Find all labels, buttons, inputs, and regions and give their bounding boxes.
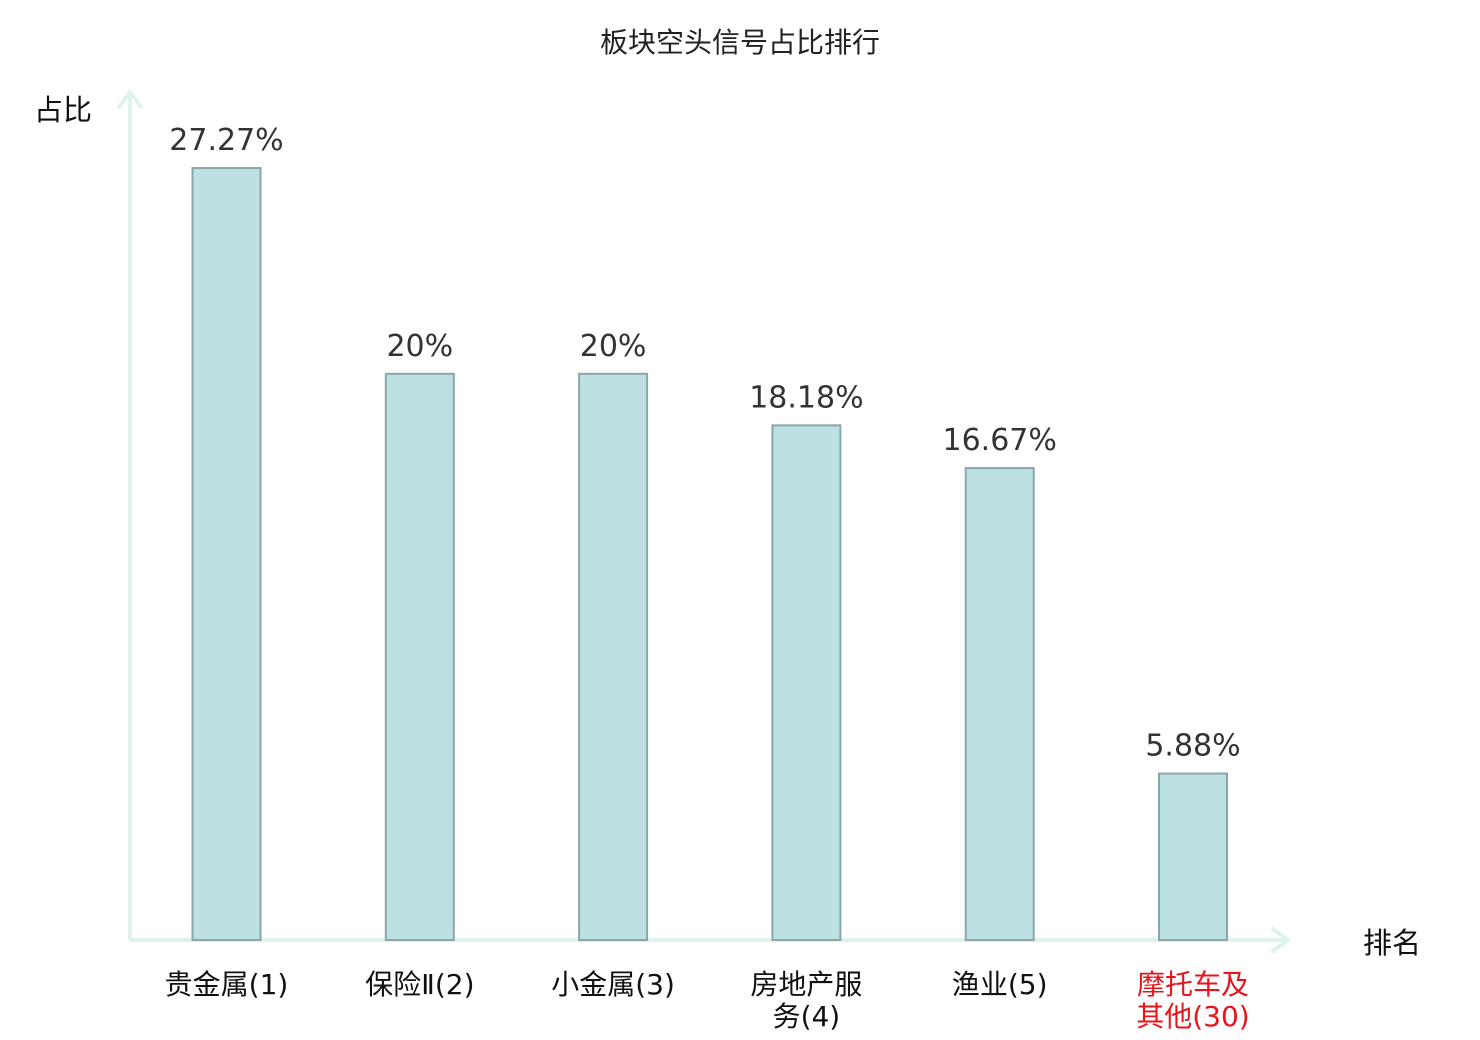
category-tick-label: 渔业(5) (952, 968, 1048, 1001)
bar (771, 424, 842, 942)
y-axis-label: 占比 (34, 93, 92, 127)
category-tick-label: 小金属(3) (551, 968, 675, 1001)
category-tick-label: 其他(30) (1136, 1000, 1249, 1033)
chart-title: 板块空头信号占比排行 (600, 26, 880, 59)
bar-value-label: 16.67% (943, 423, 1057, 458)
category-tick-label: 贵金属(1) (165, 968, 289, 1001)
x-axis-arrowhead (1271, 927, 1292, 953)
bar-series (191, 167, 1228, 942)
bar-value-label: 27.27% (169, 123, 283, 158)
bar-value-label: 18.18% (749, 380, 863, 415)
y-axis-arrowhead (117, 88, 143, 109)
category-tick-label: 摩托车及 (1137, 968, 1249, 1001)
bar-value-label: 20% (580, 329, 647, 364)
bar (964, 467, 1035, 941)
bar (1158, 772, 1228, 941)
value-labels: 27.27% 20% 20% 18.18% 16.67% 5.88% (169, 123, 1240, 764)
bar (578, 372, 649, 941)
category-tick-label: 保险Ⅱ(2) (365, 968, 474, 1001)
bar-value-label: 5.88% (1145, 729, 1240, 764)
bar-value-label: 20% (386, 329, 453, 364)
chart-axes (117, 88, 1292, 953)
bar (384, 372, 455, 941)
category-tick-label: 房地产服 (750, 968, 862, 1001)
category-tick-label: 务(4) (773, 1000, 841, 1033)
x-axis-label: 排名 (1363, 926, 1421, 960)
bar (191, 167, 262, 941)
